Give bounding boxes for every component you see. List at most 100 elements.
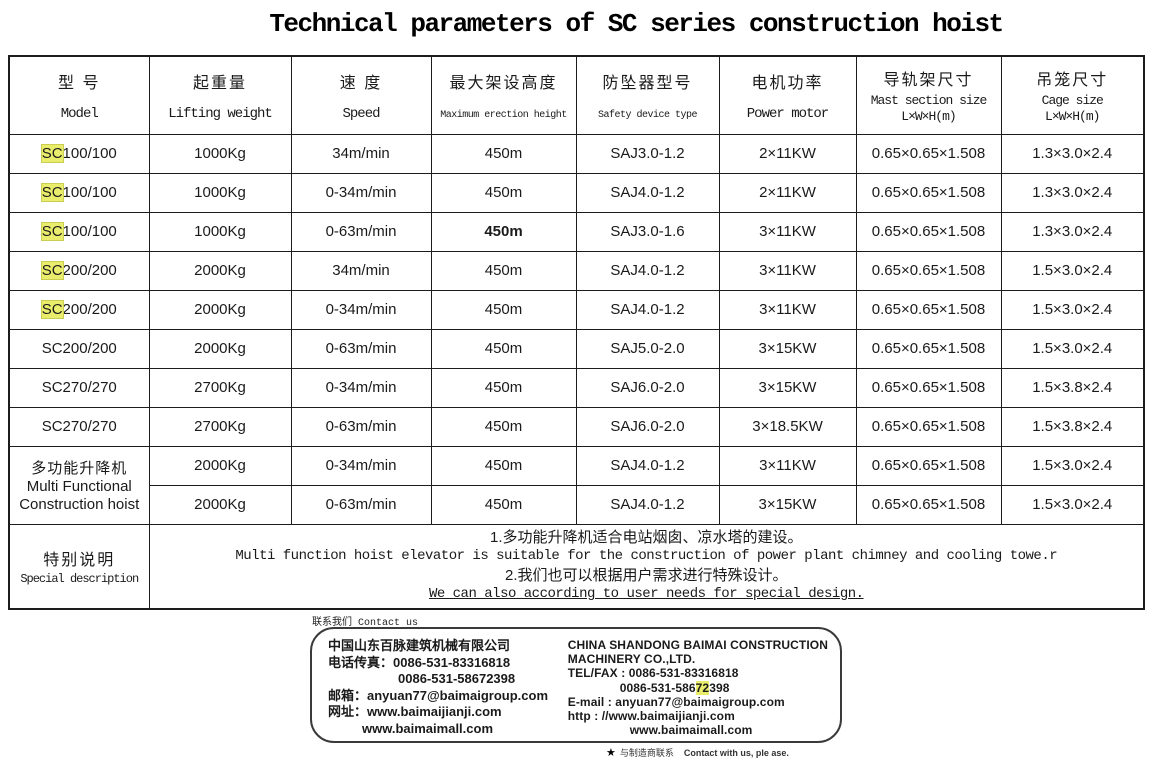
table-row: 多功能升降机 Multi Functional Construction hoi…: [8, 445, 1145, 525]
website1-zh: 网址：www.baimaijianji.com: [328, 704, 502, 719]
special-label-en: Special description: [20, 572, 139, 587]
cell-power-motor: 2×11KW: [718, 172, 857, 213]
header-max-erection-height: 最大架设高度 Maximum erection height: [430, 55, 577, 135]
cell-power-motor: 3×11KW: [718, 289, 857, 330]
cell-cage-size: 1.3×3.0×2.4: [1000, 172, 1145, 213]
header-lifting-weight: 起重量 Lifting weight: [148, 55, 292, 135]
special-description-row: 特别说明 Special description 1.多功能升降机适合电站烟囱、…: [8, 523, 1145, 610]
cell-cage-size: 1.5×3.0×2.4: [1000, 445, 1145, 486]
model-highlight: SC: [40, 183, 64, 202]
company-name-zh: 中国山东百脉建筑机械有限公司: [328, 638, 511, 653]
cell-max-height: 450m: [430, 250, 577, 291]
model-highlight: SC: [40, 300, 64, 319]
cell-model: SC100/100: [8, 133, 150, 174]
cell-safety-device: SAJ6.0-2.0: [575, 367, 720, 408]
table-row: SC270/270 2700Kg 0-34m/min 450m SAJ6.0-2…: [8, 367, 1145, 408]
header-speed-zh: 速 度: [339, 74, 383, 92]
tel-fax-zh: 电话传真：0086-531-83316818: [328, 654, 511, 670]
tel2-post: 398: [709, 680, 730, 695]
cell-cage-size: 1.3×3.0×2.4: [1000, 211, 1145, 252]
cell-model: SC200/200: [8, 328, 150, 369]
cell-lifting-weight: 2000Kg: [148, 328, 292, 369]
cell-speed: 0-34m/min: [290, 367, 432, 408]
special-line1-en: Multi function hoist elevator is suitabl…: [235, 548, 1058, 565]
cell-mast-size: 0.65×0.65×1.508: [855, 367, 1002, 408]
cell-lifting-weight: 2700Kg: [148, 367, 292, 408]
cell-safety-device: SAJ6.0-2.0: [575, 406, 720, 447]
header-model-zh: 型 号: [58, 74, 101, 92]
cell-safety-device: SAJ4.0-1.2: [575, 289, 720, 330]
company-name-en1: CHINA SHANDONG BAIMAI CONSTRUCTION: [567, 638, 828, 652]
contact-english-block: CHINA SHANDONG BAIMAI CONSTRUCTION MACHI…: [567, 638, 828, 738]
website2-en: www.baimaimall.com: [629, 723, 753, 738]
cell-max-height: 450m: [430, 484, 577, 525]
header-cage-zh: 吊笼尺寸: [1036, 72, 1109, 90]
header-safety-zh: 防坠器型号: [602, 75, 693, 93]
header-row: 型 号 Model 起重量 Lifting weight 速 度 Speed 最…: [8, 55, 1145, 135]
header-safety-en: Safety device type: [597, 110, 698, 122]
header-lifting-en: Lifting weight: [168, 105, 273, 122]
model-text: SC270/270: [41, 379, 117, 396]
header-cage-sub: L×W×H(m): [1045, 109, 1100, 125]
website1-en: http : //www.baimaijianji.com: [567, 709, 735, 724]
model-highlight: SC: [40, 144, 64, 163]
cell-model-multi-functional: 多功能升降机 Multi Functional Construction hoi…: [8, 445, 150, 525]
cell-lifting-weight: 2000Kg: [148, 484, 292, 525]
multi-model-en2: Construction hoist: [19, 495, 140, 513]
cell-cage-size: 1.5×3.8×2.4: [1000, 406, 1145, 447]
model-text: 100/100: [62, 145, 117, 162]
cell-model: SC100/100: [8, 211, 150, 252]
email-en: E-mail : anyuan77@baimaigroup.com: [567, 694, 785, 709]
cell-lifting-weight: 2700Kg: [148, 406, 292, 447]
cell-max-height: 450m: [430, 445, 577, 486]
cell-mast-size: 0.65×0.65×1.508: [855, 484, 1002, 525]
cell-cage-size: 1.3×3.0×2.4: [1000, 133, 1145, 174]
cell-lifting-weight: 2000Kg: [148, 289, 292, 330]
header-lifting-zh: 起重量: [192, 74, 247, 92]
table-row: SC200/200 2000Kg 0-63m/min 450m SAJ5.0-2…: [8, 328, 1145, 369]
cell-speed: 0-63m/min: [290, 328, 432, 369]
cell-cage-size: 1.5×3.0×2.4: [1000, 328, 1145, 369]
header-speed-en: Speed: [342, 105, 380, 122]
website2-zh: www.baimaimall.com: [362, 720, 494, 736]
cell-mast-size: 0.65×0.65×1.508: [855, 133, 1002, 174]
header-mast-sub: L×W×H(m): [901, 109, 956, 125]
cell-safety-device: SAJ5.0-2.0: [575, 328, 720, 369]
cell-power-motor: 2×11KW: [718, 133, 857, 174]
cell-power-motor: 3×15KW: [718, 328, 857, 369]
cell-mast-size: 0.65×0.65×1.508: [855, 289, 1002, 330]
cell-safety-device: SAJ4.0-1.2: [575, 445, 720, 486]
model-text: 100/100: [62, 184, 117, 201]
header-motor-en: Power motor: [746, 105, 829, 122]
cell-max-height: 450m: [430, 289, 577, 330]
special-description-label: 特别说明 Special description: [8, 523, 150, 610]
cell-power-motor: 3×18.5KW: [718, 406, 857, 447]
header-cage-size: 吊笼尺寸 Cage size L×W×H(m): [1000, 55, 1145, 135]
cell-cage-size: 1.5×3.0×2.4: [1000, 289, 1145, 330]
cell-model: SC200/200: [8, 250, 150, 291]
email-zh: 邮箱：anyuan77@baimaigroup.com: [328, 687, 548, 703]
cell-safety-device: SAJ3.0-1.2: [575, 133, 720, 174]
cell-speed: 34m/min: [290, 133, 432, 174]
cell-cage-size: 1.5×3.8×2.4: [1000, 367, 1145, 408]
cell-lifting-weight: 2000Kg: [148, 250, 292, 291]
company-name-en2: MACHINERY CO.,LTD.: [567, 652, 696, 667]
footer-note-en: Contact with us, ple ase.: [683, 747, 789, 758]
multi-model-zh: 多功能升降机: [31, 459, 128, 477]
cell-model: SC270/270: [8, 406, 150, 447]
cell-max-height: 450m: [430, 328, 577, 369]
cell-safety-device: SAJ4.0-1.2: [575, 172, 720, 213]
cell-power-motor: 3×15KW: [718, 367, 857, 408]
cell-mast-size: 0.65×0.65×1.508: [855, 445, 1002, 486]
table-row: SC100/100 1000Kg 34m/min 450m SAJ3.0-1.2…: [8, 133, 1145, 174]
footer-note-zh: 与制造商联系: [619, 748, 674, 758]
cell-max-height: 450m: [430, 367, 577, 408]
cell-max-height: 450m: [430, 133, 577, 174]
cell-speed: 0-63m/min: [290, 484, 432, 525]
header-safety-device: 防坠器型号 Safety device type: [575, 55, 720, 135]
header-model: 型 号 Model: [8, 55, 150, 135]
cell-lifting-weight: 1000Kg: [148, 133, 292, 174]
cell-lifting-weight: 1000Kg: [148, 172, 292, 213]
header-power-motor: 电机功率 Power motor: [718, 55, 857, 135]
tel2-highlight: 72: [695, 680, 710, 695]
